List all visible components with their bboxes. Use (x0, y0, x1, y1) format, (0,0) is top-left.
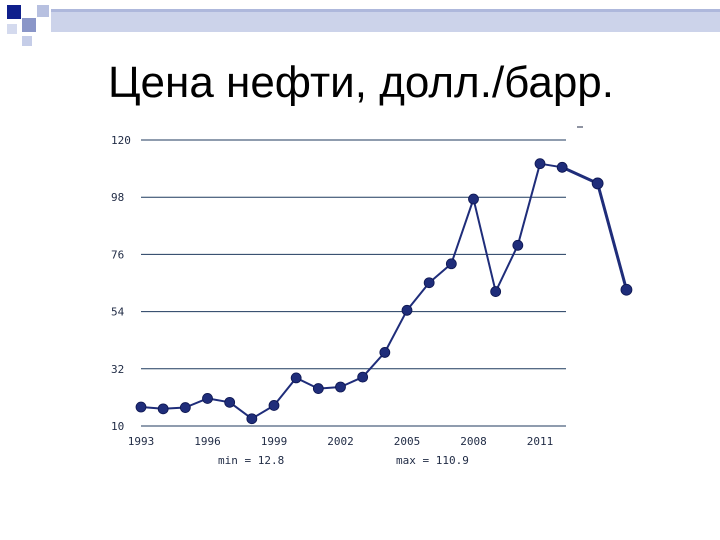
data-point (620, 283, 633, 296)
deco-square-2 (22, 18, 36, 32)
min-annotation: min = 12.8 (218, 454, 284, 467)
data-point (312, 383, 324, 394)
data-point (202, 393, 213, 404)
data-point (224, 396, 236, 408)
data-point (591, 177, 604, 190)
max-annotation: max = 110.9 (396, 454, 469, 467)
deco-bar (51, 9, 720, 32)
y-tick-label: 98 (111, 191, 124, 204)
x-tick-label: 1993 (128, 435, 155, 448)
marker-layer (135, 158, 633, 425)
data-point (157, 403, 169, 415)
page-title: Цена нефти, долл./барр. (108, 58, 614, 107)
x-tick-label: 2005 (394, 435, 421, 448)
y-tick-label: 10 (111, 420, 124, 433)
y-tick-label: 32 (111, 363, 124, 376)
deco-bar-inner (51, 9, 720, 12)
data-point (379, 347, 391, 358)
data-point (534, 158, 546, 170)
grid-layer (141, 139, 566, 427)
data-point (401, 304, 413, 316)
data-point (423, 277, 435, 289)
series-layer (140, 162, 628, 420)
data-point (268, 400, 280, 411)
data-point (490, 286, 502, 297)
corner-decoration (7, 5, 720, 46)
deco-square-4 (7, 24, 17, 34)
data-point (556, 161, 568, 173)
data-point (468, 193, 479, 205)
y-tick-label: 54 (111, 306, 125, 319)
data-point (246, 413, 258, 425)
data-point (135, 401, 147, 413)
x-tick-label: 2008 (460, 435, 487, 448)
data-point (179, 402, 191, 413)
deco-square-5 (22, 36, 32, 46)
data-point (357, 371, 369, 383)
x-tick-label: 2002 (327, 435, 354, 448)
data-point (445, 258, 457, 270)
deco-square-1 (7, 5, 21, 19)
x-tick-label: 1996 (194, 435, 221, 448)
data-point (335, 381, 346, 393)
label-layer: 120 98 76 54 32 10 1993 1996 1999 2002 2005 2008 201… (111, 134, 553, 448)
x-tick-label: 2011 (527, 435, 554, 448)
data-point (290, 372, 302, 384)
x-tick-label: 1999 (261, 435, 288, 448)
deco-square-3 (37, 5, 49, 17)
data-point (512, 239, 524, 251)
y-tick-label: 76 (111, 248, 124, 261)
y-tick-label: 120 (111, 134, 131, 147)
